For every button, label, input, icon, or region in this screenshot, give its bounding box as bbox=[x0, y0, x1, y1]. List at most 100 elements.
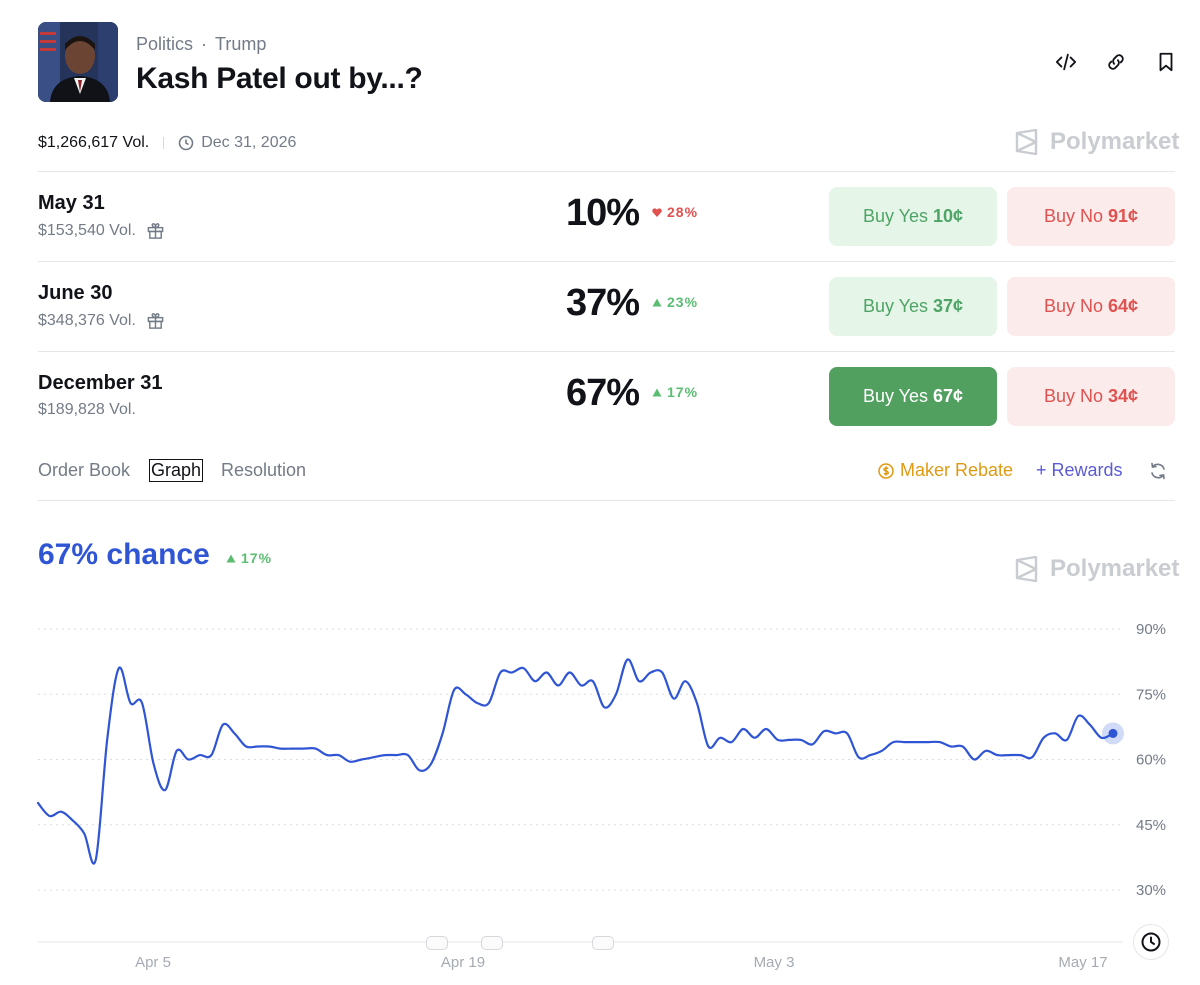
divider bbox=[38, 171, 1175, 172]
buy-no-button[interactable]: Buy No 64¢ bbox=[1007, 277, 1175, 336]
market-name: December 31 bbox=[38, 372, 163, 394]
brand-name: Polymarket bbox=[1050, 555, 1180, 582]
divider bbox=[38, 261, 1175, 262]
probability-change: 23% bbox=[652, 294, 698, 310]
market-probability: 10% bbox=[565, 192, 640, 234]
end-date: Dec 31, 2026 bbox=[201, 134, 297, 151]
tab-order-book[interactable]: Order Book bbox=[38, 460, 131, 480]
change-value: 17% bbox=[667, 384, 699, 400]
breadcrumb-separator: · bbox=[201, 34, 208, 54]
maker-rebate-label: Maker Rebate bbox=[900, 460, 1014, 480]
heart-down-icon bbox=[652, 207, 662, 217]
polymarket-logo-icon bbox=[1015, 556, 1038, 582]
market-meta: $1,266,617 Vol. Dec 31, 2026 bbox=[38, 134, 296, 152]
range-handle[interactable] bbox=[592, 936, 614, 950]
buy-no-label: Buy No bbox=[1043, 296, 1103, 316]
market-volume-text: $153,540 Vol. bbox=[38, 221, 136, 239]
tag-link[interactable]: Trump bbox=[215, 34, 267, 54]
buy-yes-price: 67¢ bbox=[933, 386, 964, 406]
buy-yes-label: Buy Yes bbox=[862, 386, 928, 406]
x-tick-label: May 3 bbox=[754, 954, 795, 971]
brand-name: Polymarket bbox=[1050, 128, 1180, 155]
coin-icon bbox=[878, 462, 894, 479]
gift-icon[interactable] bbox=[146, 221, 165, 240]
buy-yes-label: Buy Yes bbox=[862, 206, 928, 226]
market-avatar bbox=[38, 22, 118, 102]
price-history-chart[interactable]: 90% 75% 60% 45% 30% Apr 5 Apr 19 May 3 May 17 bbox=[0, 600, 1200, 985]
page-title: Kash Patel out by...? bbox=[136, 62, 423, 95]
market-name: June 30 bbox=[38, 282, 113, 304]
buy-yes-button[interactable]: Buy Yes 67¢ bbox=[829, 367, 997, 426]
embed-icon[interactable] bbox=[1054, 50, 1078, 74]
market-header: Politics · Trump Kash Patel out by...? bbox=[38, 22, 1178, 104]
change-value: 23% bbox=[667, 294, 699, 310]
buy-yes-price: 10¢ bbox=[933, 206, 964, 226]
divider bbox=[38, 500, 1175, 501]
detail-tabs: Order Book Graph Resolution Maker Rebate… bbox=[38, 458, 1175, 486]
buy-yes-button[interactable]: Buy Yes 37¢ bbox=[829, 277, 997, 336]
range-handle[interactable] bbox=[481, 936, 503, 950]
triangle-up-icon bbox=[652, 388, 662, 396]
probability-change: 28% bbox=[652, 204, 698, 220]
buy-no-price: 34¢ bbox=[1107, 386, 1139, 406]
probability-change: 17% bbox=[652, 384, 698, 400]
market-volume: $153,540 Vol. bbox=[38, 221, 165, 240]
market-volume-text: $189,828 Vol. bbox=[38, 401, 136, 418]
divider bbox=[38, 351, 1175, 352]
y-tick-label: 60% bbox=[1136, 752, 1166, 769]
rewards-link[interactable]: + Rewards bbox=[1036, 460, 1123, 480]
tab-graph[interactable]: Graph bbox=[148, 459, 204, 482]
time-range-button[interactable] bbox=[1133, 924, 1169, 960]
chance-change: 17% bbox=[226, 550, 272, 566]
chance-headline: 67% chance bbox=[38, 538, 210, 571]
buy-yes-button[interactable]: Buy Yes 10¢ bbox=[829, 187, 997, 246]
buy-no-price: 91¢ bbox=[1107, 206, 1139, 226]
polymarket-watermark: Polymarket bbox=[1014, 128, 1179, 156]
range-handle[interactable] bbox=[426, 936, 448, 950]
buy-yes-price: 37¢ bbox=[933, 296, 964, 316]
bookmark-icon[interactable] bbox=[1154, 50, 1178, 74]
y-tick-label: 45% bbox=[1136, 817, 1166, 834]
buy-no-label: Buy No bbox=[1043, 386, 1103, 406]
buy-no-button[interactable]: Buy No 91¢ bbox=[1007, 187, 1175, 246]
current-point bbox=[1108, 728, 1118, 738]
maker-rebate-link[interactable]: Maker Rebate bbox=[878, 460, 1013, 481]
market-row[interactable]: December 31 $189,828 Vol. 67% 17% Buy Ye… bbox=[38, 352, 1175, 442]
category-link[interactable]: Politics bbox=[136, 34, 194, 54]
triangle-up-icon bbox=[226, 554, 236, 562]
series-line bbox=[36, 658, 1115, 865]
refresh-icon[interactable] bbox=[1148, 461, 1168, 481]
chance-change-value: 17% bbox=[241, 550, 273, 566]
portrait-image bbox=[38, 22, 118, 102]
market-row[interactable]: May 31 $153,540 Vol. 10% 28% Buy Yes 10¢ … bbox=[38, 172, 1175, 262]
polymarket-watermark: Polymarket bbox=[1014, 555, 1179, 583]
header-actions bbox=[1054, 50, 1178, 74]
market-volume-text: $348,376 Vol. bbox=[38, 311, 136, 329]
market-name: May 31 bbox=[38, 192, 105, 214]
market-probability: 37% bbox=[565, 282, 640, 324]
buy-no-label: Buy No bbox=[1043, 206, 1103, 226]
buy-yes-label: Buy Yes bbox=[862, 296, 928, 316]
market-row[interactable]: June 30 $348,376 Vol. 37% 23% Buy Yes 37¢… bbox=[38, 262, 1175, 352]
change-value: 28% bbox=[667, 204, 699, 220]
y-tick-label: 90% bbox=[1136, 621, 1166, 638]
link-icon[interactable] bbox=[1104, 50, 1128, 74]
clock-icon bbox=[178, 135, 194, 151]
polymarket-logo-icon bbox=[1015, 129, 1038, 155]
total-volume: $1,266,617 Vol. bbox=[38, 134, 150, 151]
buy-no-price: 64¢ bbox=[1107, 296, 1139, 316]
x-tick-label: May 17 bbox=[1058, 954, 1107, 971]
market-volume: $348,376 Vol. bbox=[38, 311, 165, 330]
market-volume: $189,828 Vol. bbox=[38, 401, 136, 419]
triangle-up-icon bbox=[652, 298, 662, 306]
market-probability: 67% bbox=[565, 372, 640, 414]
clock-icon bbox=[1141, 932, 1161, 952]
gift-icon[interactable] bbox=[146, 311, 165, 330]
buy-no-button[interactable]: Buy No 34¢ bbox=[1007, 367, 1175, 426]
breadcrumb: Politics · Trump bbox=[136, 34, 266, 55]
y-tick-label: 75% bbox=[1136, 686, 1166, 703]
y-tick-label: 30% bbox=[1136, 882, 1166, 899]
tab-resolution[interactable]: Resolution bbox=[221, 460, 307, 480]
x-tick-label: Apr 5 bbox=[135, 954, 171, 971]
meta-separator bbox=[163, 137, 165, 149]
